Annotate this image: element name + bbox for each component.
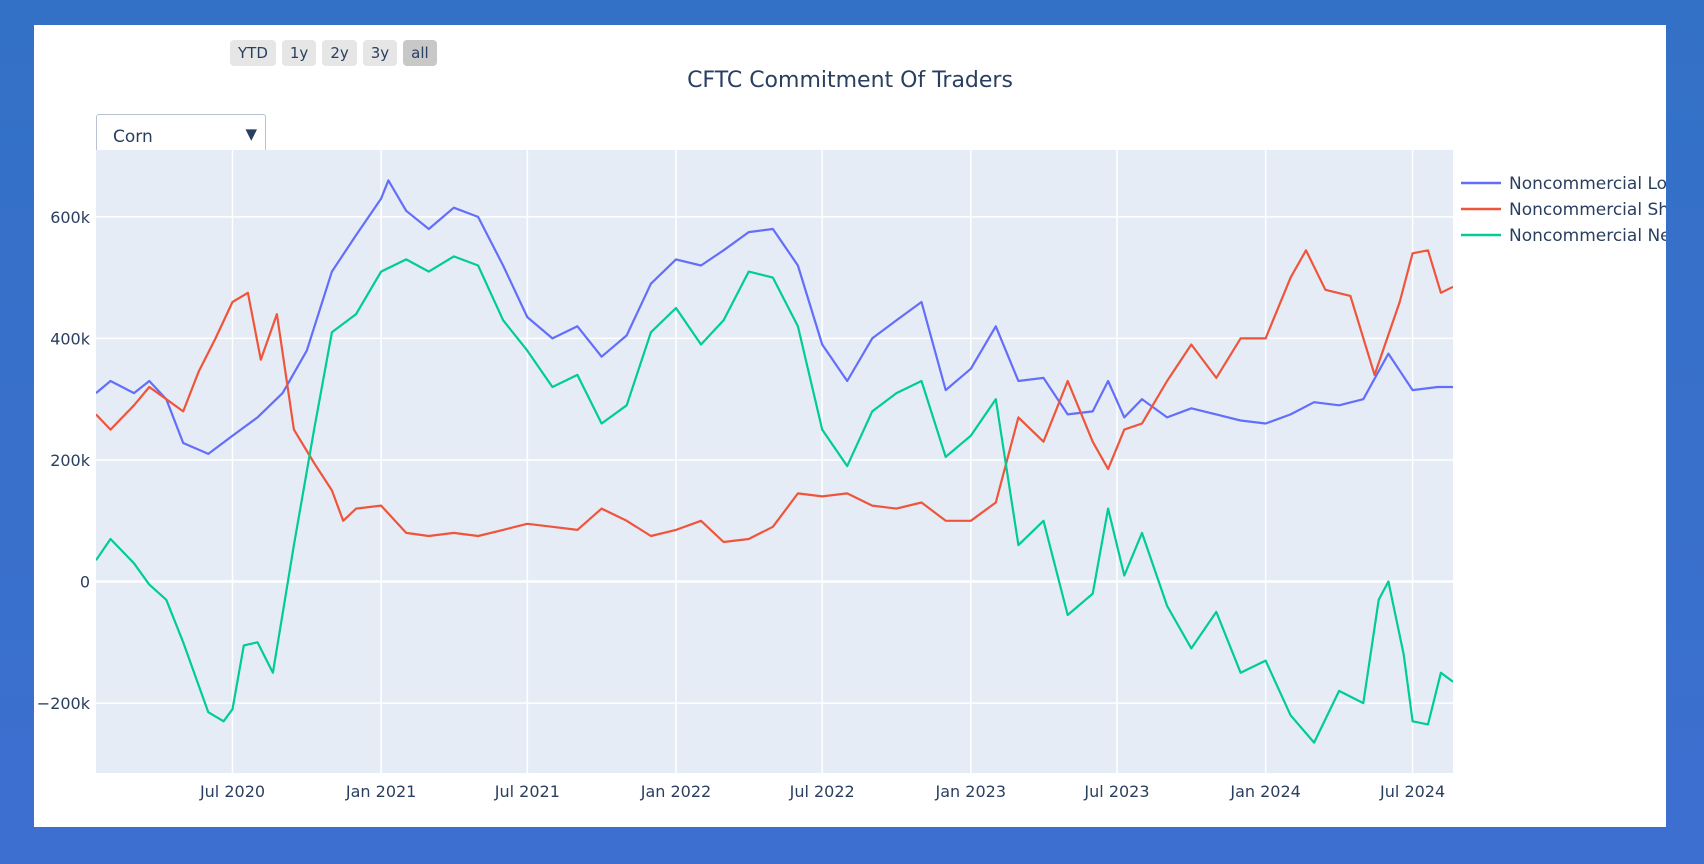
legend-label: Noncommercial Short — [1509, 200, 1666, 220]
series-line-noncommercial-short — [96, 249, 1453, 544]
legend-item-noncommercial-long[interactable]: Noncommercial Long — [1461, 174, 1666, 194]
x-tick-label: Jan 2022 — [640, 782, 711, 801]
y-tick-label: 400k — [50, 329, 91, 348]
legend: Noncommercial Long Noncommercial Short Non… — [1461, 174, 1666, 246]
legend-item-noncommercial-net[interactable]: Noncommercial Net — [1461, 226, 1666, 246]
x-tick-label: Jul 2023 — [1083, 782, 1149, 801]
y-tick-label: 600k — [50, 208, 91, 227]
y-tick-label: −200k — [37, 694, 91, 713]
range-button-all[interactable]: all — [403, 40, 437, 66]
range-button-ytd[interactable]: YTD — [230, 40, 276, 66]
series-line-noncommercial-long — [96, 179, 1453, 455]
legend-item-noncommercial-short[interactable]: Noncommercial Short — [1461, 200, 1666, 220]
dropdown-caret-icon: ▼ — [245, 125, 257, 143]
y-tick-label: 200k — [50, 451, 91, 470]
range-button-1y[interactable]: 1y — [281, 40, 317, 66]
legend-label: Noncommercial Net — [1509, 226, 1666, 246]
x-tick-label: Jan 2024 — [1229, 782, 1300, 801]
x-tick-label: Jul 2024 — [1379, 782, 1445, 801]
range-button-3y[interactable]: 3y — [362, 40, 398, 66]
x-tick-label: Jul 2020 — [199, 782, 265, 801]
chart-title: CFTC Commitment Of Traders — [687, 68, 1013, 93]
x-tick-label: Jan 2023 — [935, 782, 1006, 801]
series-line-noncommercial-net — [96, 255, 1453, 744]
x-tick-label: Jan 2021 — [345, 782, 416, 801]
chart-card: YTD 1y 2y 3y all CFTC Commitment Of Trad… — [34, 25, 1666, 827]
x-tick-label: Jul 2021 — [494, 782, 560, 801]
line-chart[interactable]: Jul 2020 Jan 2021 Jul 2021 Jan 2022 Jul 2022… — [34, 25, 1666, 827]
plot-area — [96, 150, 1453, 773]
range-button-2y[interactable]: 2y — [322, 40, 357, 66]
range-selector: YTD 1y 2y 3y all — [230, 40, 437, 66]
x-tick-label: Jul 2022 — [789, 782, 855, 801]
legend-label: Noncommercial Long — [1509, 174, 1666, 194]
dropdown-selected-value: Corn — [113, 127, 153, 147]
y-tick-label: 0 — [80, 573, 90, 592]
